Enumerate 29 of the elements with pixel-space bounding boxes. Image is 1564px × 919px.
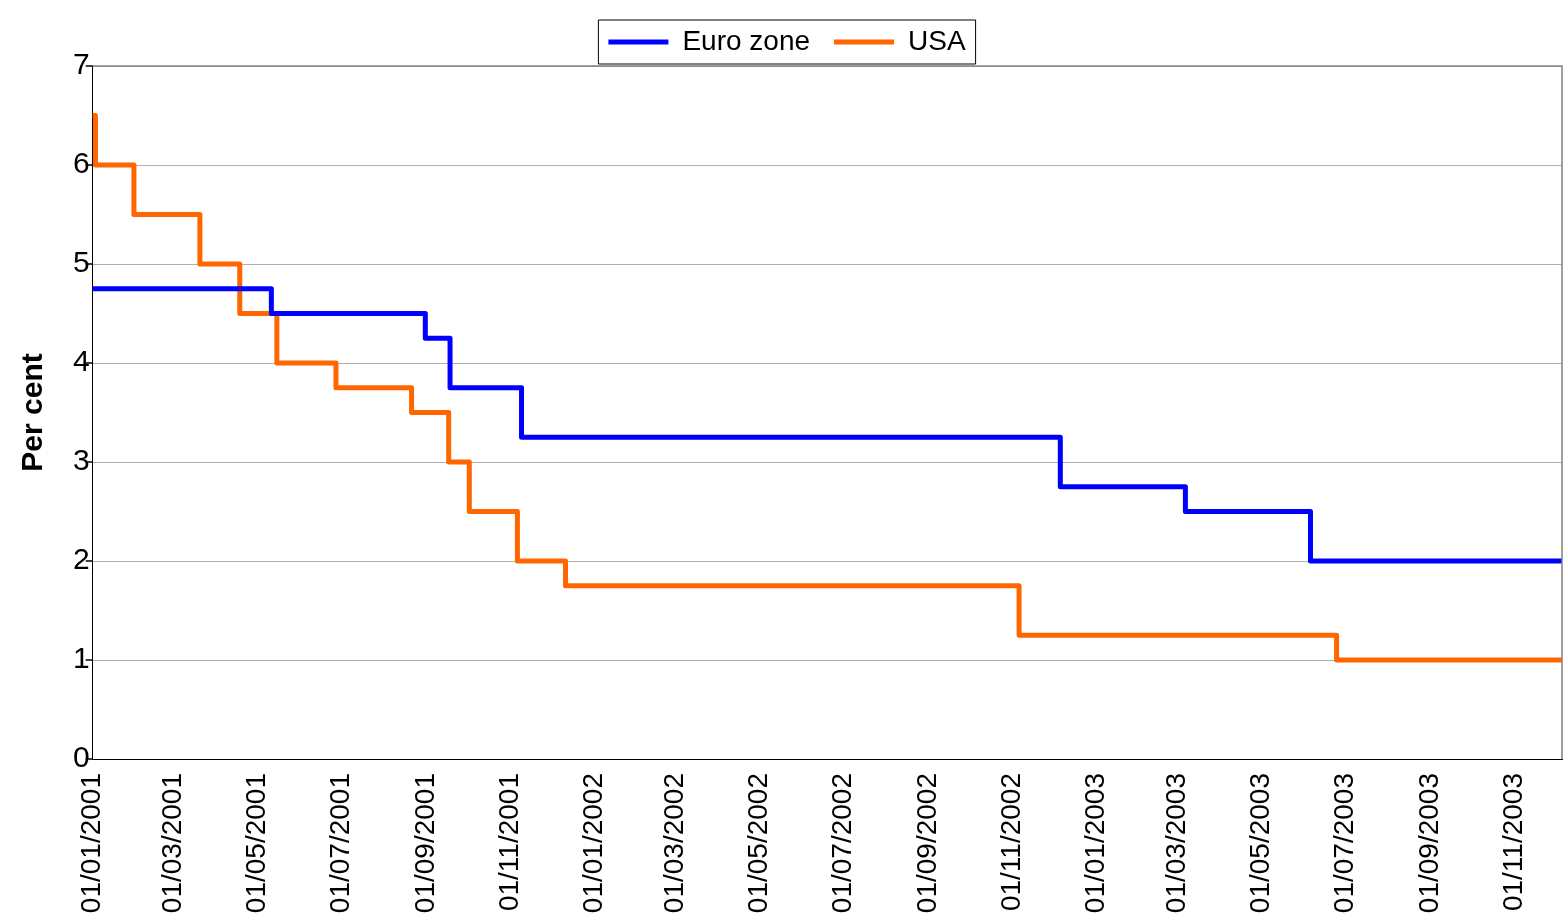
y-tick-label: 7 xyxy=(73,47,90,81)
x-tick-label: 01/07/2002 xyxy=(825,773,857,914)
x-tick-label: 01/05/2002 xyxy=(742,773,774,914)
x-tick-label: 01/03/2001 xyxy=(156,773,188,914)
x-tick-label: 01/11/2003 xyxy=(1496,773,1528,912)
y-tick-label: 0 xyxy=(73,740,90,774)
x-tick-label: 01/01/2002 xyxy=(577,773,609,914)
y-tick-label: 6 xyxy=(73,146,90,180)
x-tick-label: 01/11/2002 xyxy=(994,773,1026,912)
x-tick-label: 01/11/2001 xyxy=(493,773,525,912)
y-tick-label: 5 xyxy=(73,245,90,279)
x-tick-label: 01/01/2001 xyxy=(75,773,107,914)
x-tick-label: 01/09/2001 xyxy=(409,773,441,914)
x-tick-label: 01/03/2002 xyxy=(658,773,690,914)
x-tick-label: 01/07/2001 xyxy=(324,773,356,914)
legend-label: Euro zone xyxy=(682,24,811,56)
legend-label: USA xyxy=(908,24,966,56)
y-tick-label: 1 xyxy=(73,641,90,675)
y-tick-label: 4 xyxy=(73,344,90,378)
y-axis-title: Per cent xyxy=(15,353,49,472)
x-tick-label: 01/09/2002 xyxy=(911,773,943,914)
y-tick-label: 3 xyxy=(73,443,90,477)
y-tick-label: 2 xyxy=(73,542,90,576)
x-tick-label: 01/05/2001 xyxy=(240,773,272,914)
x-tick-label: 01/09/2003 xyxy=(1412,773,1444,914)
x-tick-label: 01/01/2003 xyxy=(1078,773,1110,914)
x-tick-label: 01/07/2003 xyxy=(1327,773,1359,914)
x-tick-label: 01/03/2003 xyxy=(1159,773,1191,914)
x-tick-label: 01/05/2003 xyxy=(1243,773,1275,914)
